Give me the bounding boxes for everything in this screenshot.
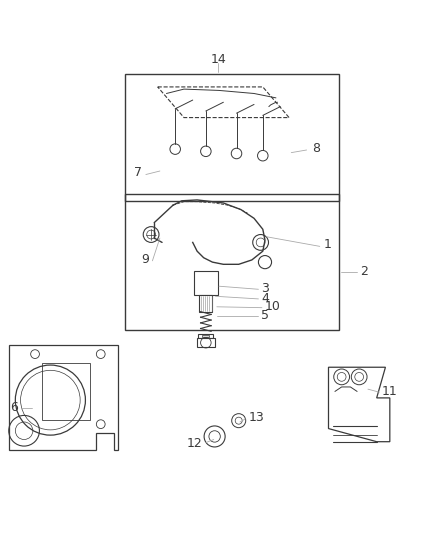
Text: 14: 14: [210, 53, 226, 66]
Bar: [197, 338, 215, 347]
Text: 3: 3: [261, 282, 269, 295]
Text: 10: 10: [265, 300, 281, 313]
Text: 1: 1: [323, 238, 331, 251]
Text: 9: 9: [141, 253, 149, 266]
Text: 13: 13: [249, 411, 265, 424]
Text: 11: 11: [382, 385, 398, 398]
Bar: [125, 194, 339, 330]
Circle shape: [258, 255, 272, 269]
Text: 7: 7: [134, 166, 142, 179]
Text: 5: 5: [261, 309, 269, 322]
Circle shape: [201, 146, 211, 157]
Bar: [198, 334, 213, 338]
Text: 8: 8: [312, 142, 320, 155]
Bar: [199, 295, 212, 312]
Bar: [202, 335, 209, 337]
Circle shape: [253, 235, 268, 251]
Circle shape: [143, 227, 159, 243]
Text: 2: 2: [360, 265, 368, 278]
Polygon shape: [328, 367, 390, 442]
Bar: [42, 363, 90, 420]
Text: 4: 4: [261, 292, 269, 304]
Circle shape: [232, 414, 246, 427]
Text: 12: 12: [187, 438, 202, 450]
Circle shape: [204, 426, 225, 447]
Circle shape: [231, 148, 242, 159]
Polygon shape: [9, 345, 118, 450]
Text: 6: 6: [10, 401, 18, 414]
Bar: [194, 271, 218, 295]
Circle shape: [258, 150, 268, 161]
Bar: [125, 74, 339, 201]
Circle shape: [170, 144, 180, 155]
